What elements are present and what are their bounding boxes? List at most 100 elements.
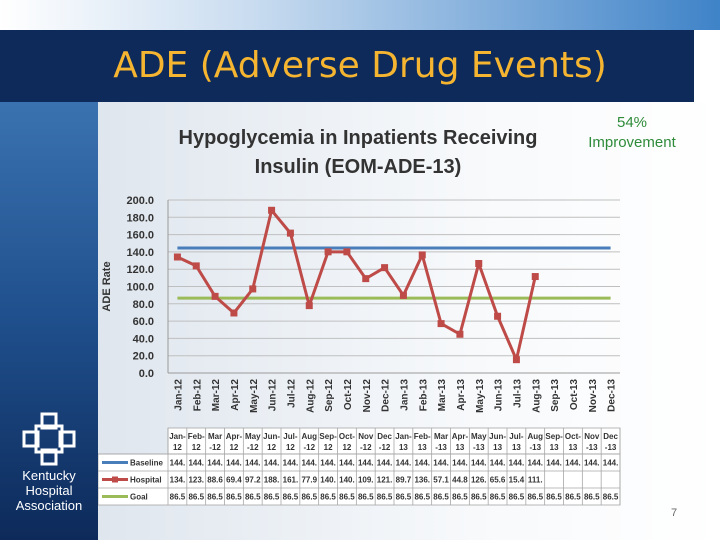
table-cell: 86.5 — [283, 493, 299, 502]
table-header-cell: Jun- — [263, 432, 280, 441]
hospital-point — [362, 275, 370, 283]
table-header-cell: 12 — [324, 443, 333, 452]
table-cell: 144. — [358, 459, 374, 468]
table-cell: 144. — [546, 459, 562, 468]
y-tick-label: 60.0 — [133, 316, 154, 328]
table-header-cell: 13 — [568, 443, 577, 452]
table-cell: 144. — [452, 459, 468, 468]
table-header-cell: -13 — [473, 443, 485, 452]
table-cell: 144. — [414, 459, 430, 468]
table-header-cell: Mar — [208, 432, 222, 441]
x-tick-label: May-12 — [249, 379, 260, 413]
hospital-point — [192, 262, 200, 270]
x-axis: Jan-12 Feb-12 Mar-12 Apr-12 May-12 Jun-12 Jul-… — [168, 372, 620, 413]
table-cell: 144. — [509, 459, 525, 468]
chart-series — [173, 206, 611, 364]
table-cell: 86.5 — [527, 493, 543, 502]
table-header-cell: Dec — [377, 432, 392, 441]
y-tick-label: 0.0 — [139, 368, 154, 380]
table-header-cell: -12 — [247, 443, 259, 452]
y-tick-label: 140.0 — [126, 247, 154, 259]
table-cell: 86.5 — [226, 493, 242, 502]
x-tick-label: Jul-13 — [512, 379, 523, 408]
table-cell: 86.5 — [546, 493, 562, 502]
y-tick-label: 80.0 — [133, 299, 154, 311]
legend-label: Baseline — [130, 459, 163, 468]
table-header-cell: Aug — [527, 432, 543, 441]
table-cell: 111. — [528, 476, 543, 485]
table-cell: 136. — [414, 476, 430, 485]
table-cell: 86.5 — [358, 493, 374, 502]
table-cell: 144. — [170, 459, 186, 468]
kha-logo-icon — [22, 412, 76, 466]
x-tick-label: Sep-12 — [324, 379, 335, 412]
table-cell: 144. — [433, 459, 449, 468]
table-cell: 86.5 — [433, 493, 449, 502]
y-tick-label: 180.0 — [126, 212, 154, 224]
hospital-point — [230, 309, 238, 317]
table-header-cell: Feb- — [188, 432, 205, 441]
y-axis: 200.0 180.0 160.0 140.0 120.0 100.0 80.0 60.0 40… — [101, 195, 169, 380]
y-tick-label: 100.0 — [126, 282, 154, 294]
table-cell: 144. — [301, 459, 317, 468]
table-cell: 134. — [170, 476, 186, 485]
table-header-cell: Aug — [301, 432, 317, 441]
x-tick-label: Mar-12 — [211, 379, 222, 412]
hospital-point — [399, 291, 407, 299]
x-tick-label: Jun-13 — [494, 379, 505, 412]
table-header-cell: 13 — [455, 443, 464, 452]
x-tick-label: Aug-12 — [305, 379, 316, 413]
x-tick-label: Nov-13 — [588, 379, 599, 413]
table-cell: 126. — [471, 476, 487, 485]
org-line-2: Hospital — [25, 483, 73, 498]
y-axis-label: ADE Rate — [101, 261, 113, 311]
table-cell: 86.5 — [471, 493, 487, 502]
table-header-cell: Jul- — [283, 432, 298, 441]
table-cell: 144. — [188, 459, 204, 468]
table-header-cell: May — [245, 432, 261, 441]
table-header-cell: Dec — [603, 432, 618, 441]
table-cell: 144. — [226, 459, 242, 468]
table-cell: 121. — [377, 476, 393, 485]
table-header-cell: 12 — [173, 443, 182, 452]
data-table: Jan- 12 Feb- 12 Mar -12 Apr- 12 May -12 Jun- 12 Jul-… — [98, 427, 621, 506]
table-cell: 144. — [396, 459, 412, 468]
table-cell: 109. — [358, 476, 374, 485]
table-cell: 97.2 — [245, 476, 261, 485]
table-header-cell: -13 — [605, 443, 617, 452]
table-header-cell: -13 — [586, 443, 598, 452]
table-cell: 144. — [377, 459, 393, 468]
series-line-hospital — [176, 208, 537, 362]
table-cell: 144. — [339, 459, 355, 468]
table-cell: 144. — [527, 459, 543, 468]
table-cell: 86.5 — [396, 493, 412, 502]
hospital-point — [437, 320, 445, 328]
table-header-cell: Sep- — [545, 432, 563, 441]
table-header-cell: Mar — [434, 432, 448, 441]
table-header-cell: 13 — [399, 443, 408, 452]
y-tick-label: 200.0 — [126, 195, 154, 207]
hospital-point — [418, 251, 426, 259]
table-cell: 140. — [339, 476, 355, 485]
table-header-cell: -12 — [209, 443, 221, 452]
table-header-cell: 13 — [418, 443, 427, 452]
hospital-point — [268, 206, 276, 214]
x-tick-label: Jan-12 — [173, 379, 184, 411]
improvement-value: 54% — [616, 114, 648, 131]
ade-line-chart: Hypoglycemia in Inpatients Receiving Insu… — [98, 127, 621, 506]
table-cell: 86.5 — [339, 493, 355, 502]
organization-name: Kentucky Hospital Association — [2, 468, 96, 513]
hospital-point — [531, 273, 539, 281]
hospital-point — [173, 253, 181, 261]
chart-title-line: Hypoglycemia in Inpatients Receiving — [179, 127, 538, 149]
table-cell: 86.5 — [509, 493, 525, 502]
table-header-cell: -12 — [360, 443, 372, 452]
table-header-cell: 13 — [493, 443, 502, 452]
title-banner — [0, 30, 694, 102]
top-accent-strip — [0, 0, 720, 30]
hospital-point — [211, 292, 219, 300]
table-cell: 86.5 — [264, 493, 280, 502]
x-tick-label: Dec-13 — [607, 379, 618, 412]
table-header-cell: Jan- — [169, 432, 186, 441]
y-tick-label: 40.0 — [133, 333, 154, 345]
